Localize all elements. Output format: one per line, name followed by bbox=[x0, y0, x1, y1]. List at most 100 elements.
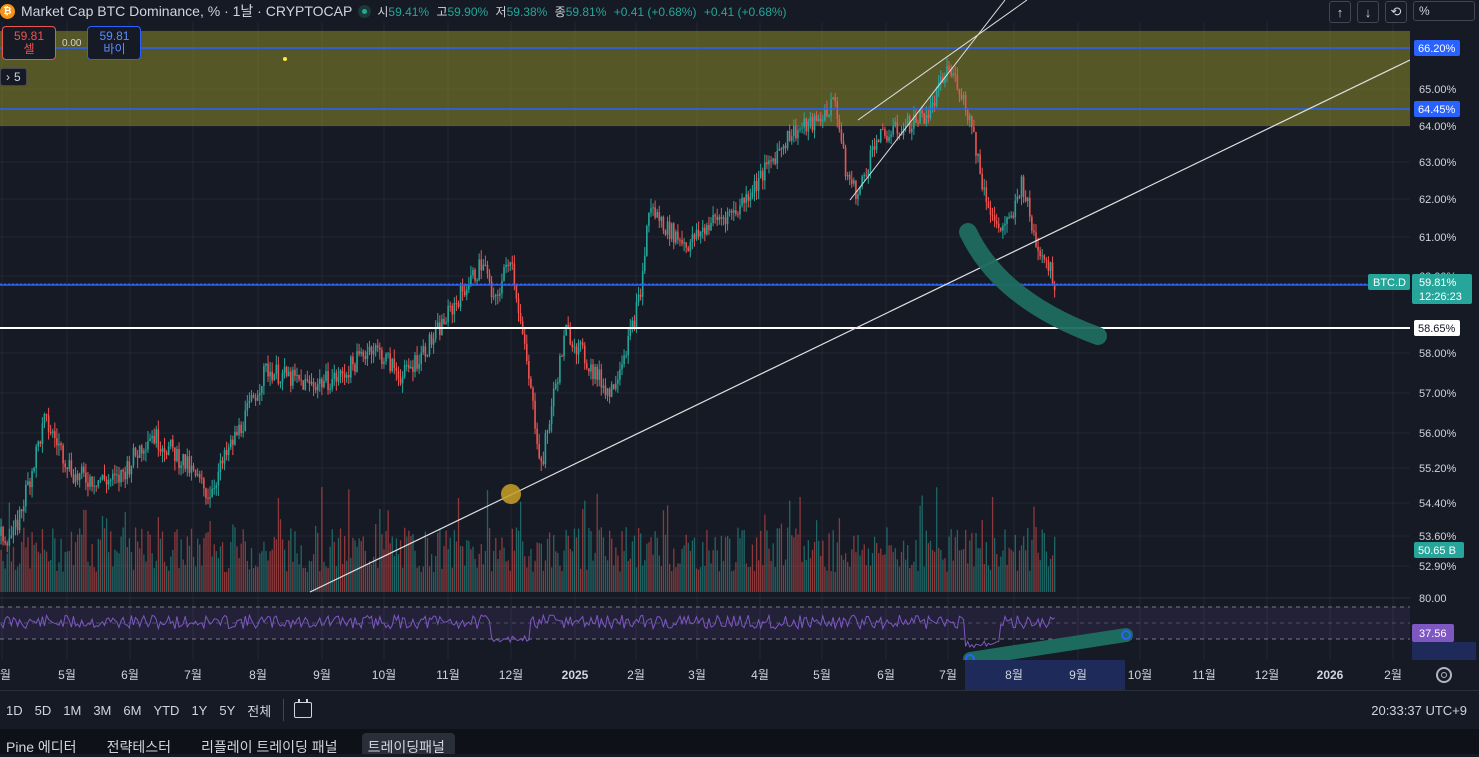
range-6m[interactable]: 6M bbox=[123, 702, 142, 718]
candle-body bbox=[689, 242, 692, 252]
symbol-title[interactable]: Market Cap BTC Dominance, % · 1날 · CRYPT… bbox=[21, 3, 353, 19]
volume-bar bbox=[923, 566, 925, 592]
price-label: 58.65% bbox=[1418, 323, 1456, 335]
candle-body bbox=[51, 431, 54, 434]
move-down-button[interactable]: ↓ bbox=[1357, 1, 1379, 23]
volume-bar bbox=[244, 541, 246, 592]
candle-body bbox=[455, 303, 458, 305]
sell-button[interactable]: 59.81 셀 bbox=[2, 26, 56, 60]
volume-bar bbox=[631, 541, 634, 592]
candle-body bbox=[163, 448, 166, 453]
volume-bar bbox=[683, 545, 685, 592]
volume-bar bbox=[714, 537, 716, 592]
volume-bar bbox=[161, 531, 164, 592]
candle-body bbox=[83, 466, 85, 473]
volume-bar bbox=[472, 546, 474, 592]
tab-strategy-tester[interactable]: 전략테스터 bbox=[106, 739, 171, 755]
range-5y[interactable]: 5Y bbox=[219, 702, 236, 718]
candle-body bbox=[668, 221, 671, 240]
candle-body bbox=[283, 366, 286, 373]
candle-body bbox=[116, 474, 118, 476]
volume-bar bbox=[886, 527, 888, 592]
unit-selector[interactable]: % bbox=[1413, 1, 1475, 21]
volume-bar bbox=[137, 541, 139, 592]
volume-bar bbox=[1002, 550, 1004, 592]
tab-trading-panel[interactable]: 트레이딩패널 bbox=[361, 733, 455, 755]
candle-body bbox=[650, 208, 652, 213]
clock[interactable]: 20:33:37 UTC+9 bbox=[1371, 702, 1467, 718]
volume-bar bbox=[697, 569, 700, 592]
volume-bar bbox=[215, 551, 217, 592]
volume-bar bbox=[490, 571, 493, 592]
range-1d[interactable]: 1D bbox=[6, 702, 23, 718]
volume-bar bbox=[192, 556, 195, 592]
visibility-eye-icon[interactable] bbox=[358, 4, 372, 18]
tab-pine-editor[interactable]: Pine 에디터 bbox=[6, 739, 77, 755]
volume-bar bbox=[919, 505, 921, 592]
volume-bar bbox=[240, 543, 242, 592]
volume-bar bbox=[731, 571, 733, 592]
range-3m[interactable]: 3M bbox=[93, 702, 112, 718]
time-tick: 2025 bbox=[562, 668, 589, 682]
candle-body bbox=[430, 334, 433, 345]
candle-body bbox=[376, 345, 379, 348]
price-chart[interactable]: 66.20% 65.00% 64.45% 64.00% 63.00% 62.00% 61.0… bbox=[0, 0, 1479, 690]
candle-body bbox=[420, 352, 423, 364]
candle-body bbox=[302, 380, 305, 390]
candle-body bbox=[954, 73, 957, 75]
volume-bar bbox=[21, 541, 23, 592]
move-up-button[interactable]: ↑ bbox=[1329, 1, 1351, 23]
candle-body bbox=[484, 264, 487, 266]
range-1m[interactable]: 1M bbox=[63, 702, 82, 718]
candle-body bbox=[229, 439, 232, 448]
volume-bar bbox=[2, 561, 4, 592]
indicators-toggle[interactable]: › 5 bbox=[0, 68, 27, 86]
volume-bar bbox=[927, 543, 930, 592]
candle-body bbox=[660, 216, 663, 221]
volume-bar bbox=[132, 569, 135, 592]
volume-bar bbox=[401, 567, 404, 592]
tab-replay-panel[interactable]: 리플레이 트레이딩 패널 bbox=[200, 739, 338, 755]
volume-bar bbox=[876, 543, 878, 592]
candle-body bbox=[416, 355, 418, 369]
volume-bar bbox=[551, 567, 553, 592]
volume-bar bbox=[565, 529, 567, 592]
time-axis-highlight bbox=[965, 660, 1125, 690]
candle-body bbox=[830, 99, 832, 116]
candle-body bbox=[629, 327, 632, 336]
candle-body bbox=[925, 115, 928, 124]
candle-body bbox=[405, 365, 408, 367]
range-all[interactable]: 전체 bbox=[247, 703, 272, 719]
volume-bar bbox=[302, 567, 304, 592]
range-5d[interactable]: 5D bbox=[34, 702, 52, 718]
volume-bar bbox=[1031, 539, 1033, 592]
candle-body bbox=[327, 371, 329, 390]
volume-bar bbox=[789, 500, 791, 592]
volume-bar bbox=[644, 560, 646, 592]
candle-body bbox=[561, 355, 563, 357]
candle-body bbox=[47, 415, 50, 432]
candle-body bbox=[803, 118, 805, 128]
candle-body bbox=[739, 205, 741, 215]
volume-bar bbox=[838, 518, 841, 592]
volume-bar bbox=[673, 548, 675, 592]
volume-bar bbox=[571, 551, 574, 592]
candle-body bbox=[459, 286, 462, 307]
range-ytd[interactable]: YTD bbox=[153, 702, 180, 718]
price-tick: 56.00% bbox=[1419, 428, 1457, 440]
volume-bar bbox=[375, 524, 377, 592]
gear-icon[interactable] bbox=[1436, 667, 1452, 683]
candle-body bbox=[1006, 217, 1008, 224]
candle-body bbox=[693, 234, 696, 240]
candle-body bbox=[766, 162, 768, 165]
candle-body bbox=[770, 160, 772, 162]
calendar-icon[interactable] bbox=[294, 699, 313, 718]
volume-bar bbox=[706, 530, 708, 592]
volume-bar bbox=[519, 501, 522, 592]
volume-bar bbox=[480, 543, 482, 592]
buy-button[interactable]: 59.81 바이 bbox=[87, 26, 142, 60]
candle-body bbox=[631, 320, 634, 328]
reset-icon[interactable]: ⟲ bbox=[1385, 1, 1407, 23]
volume-bar bbox=[869, 565, 872, 592]
range-1y[interactable]: 1Y bbox=[191, 702, 208, 718]
